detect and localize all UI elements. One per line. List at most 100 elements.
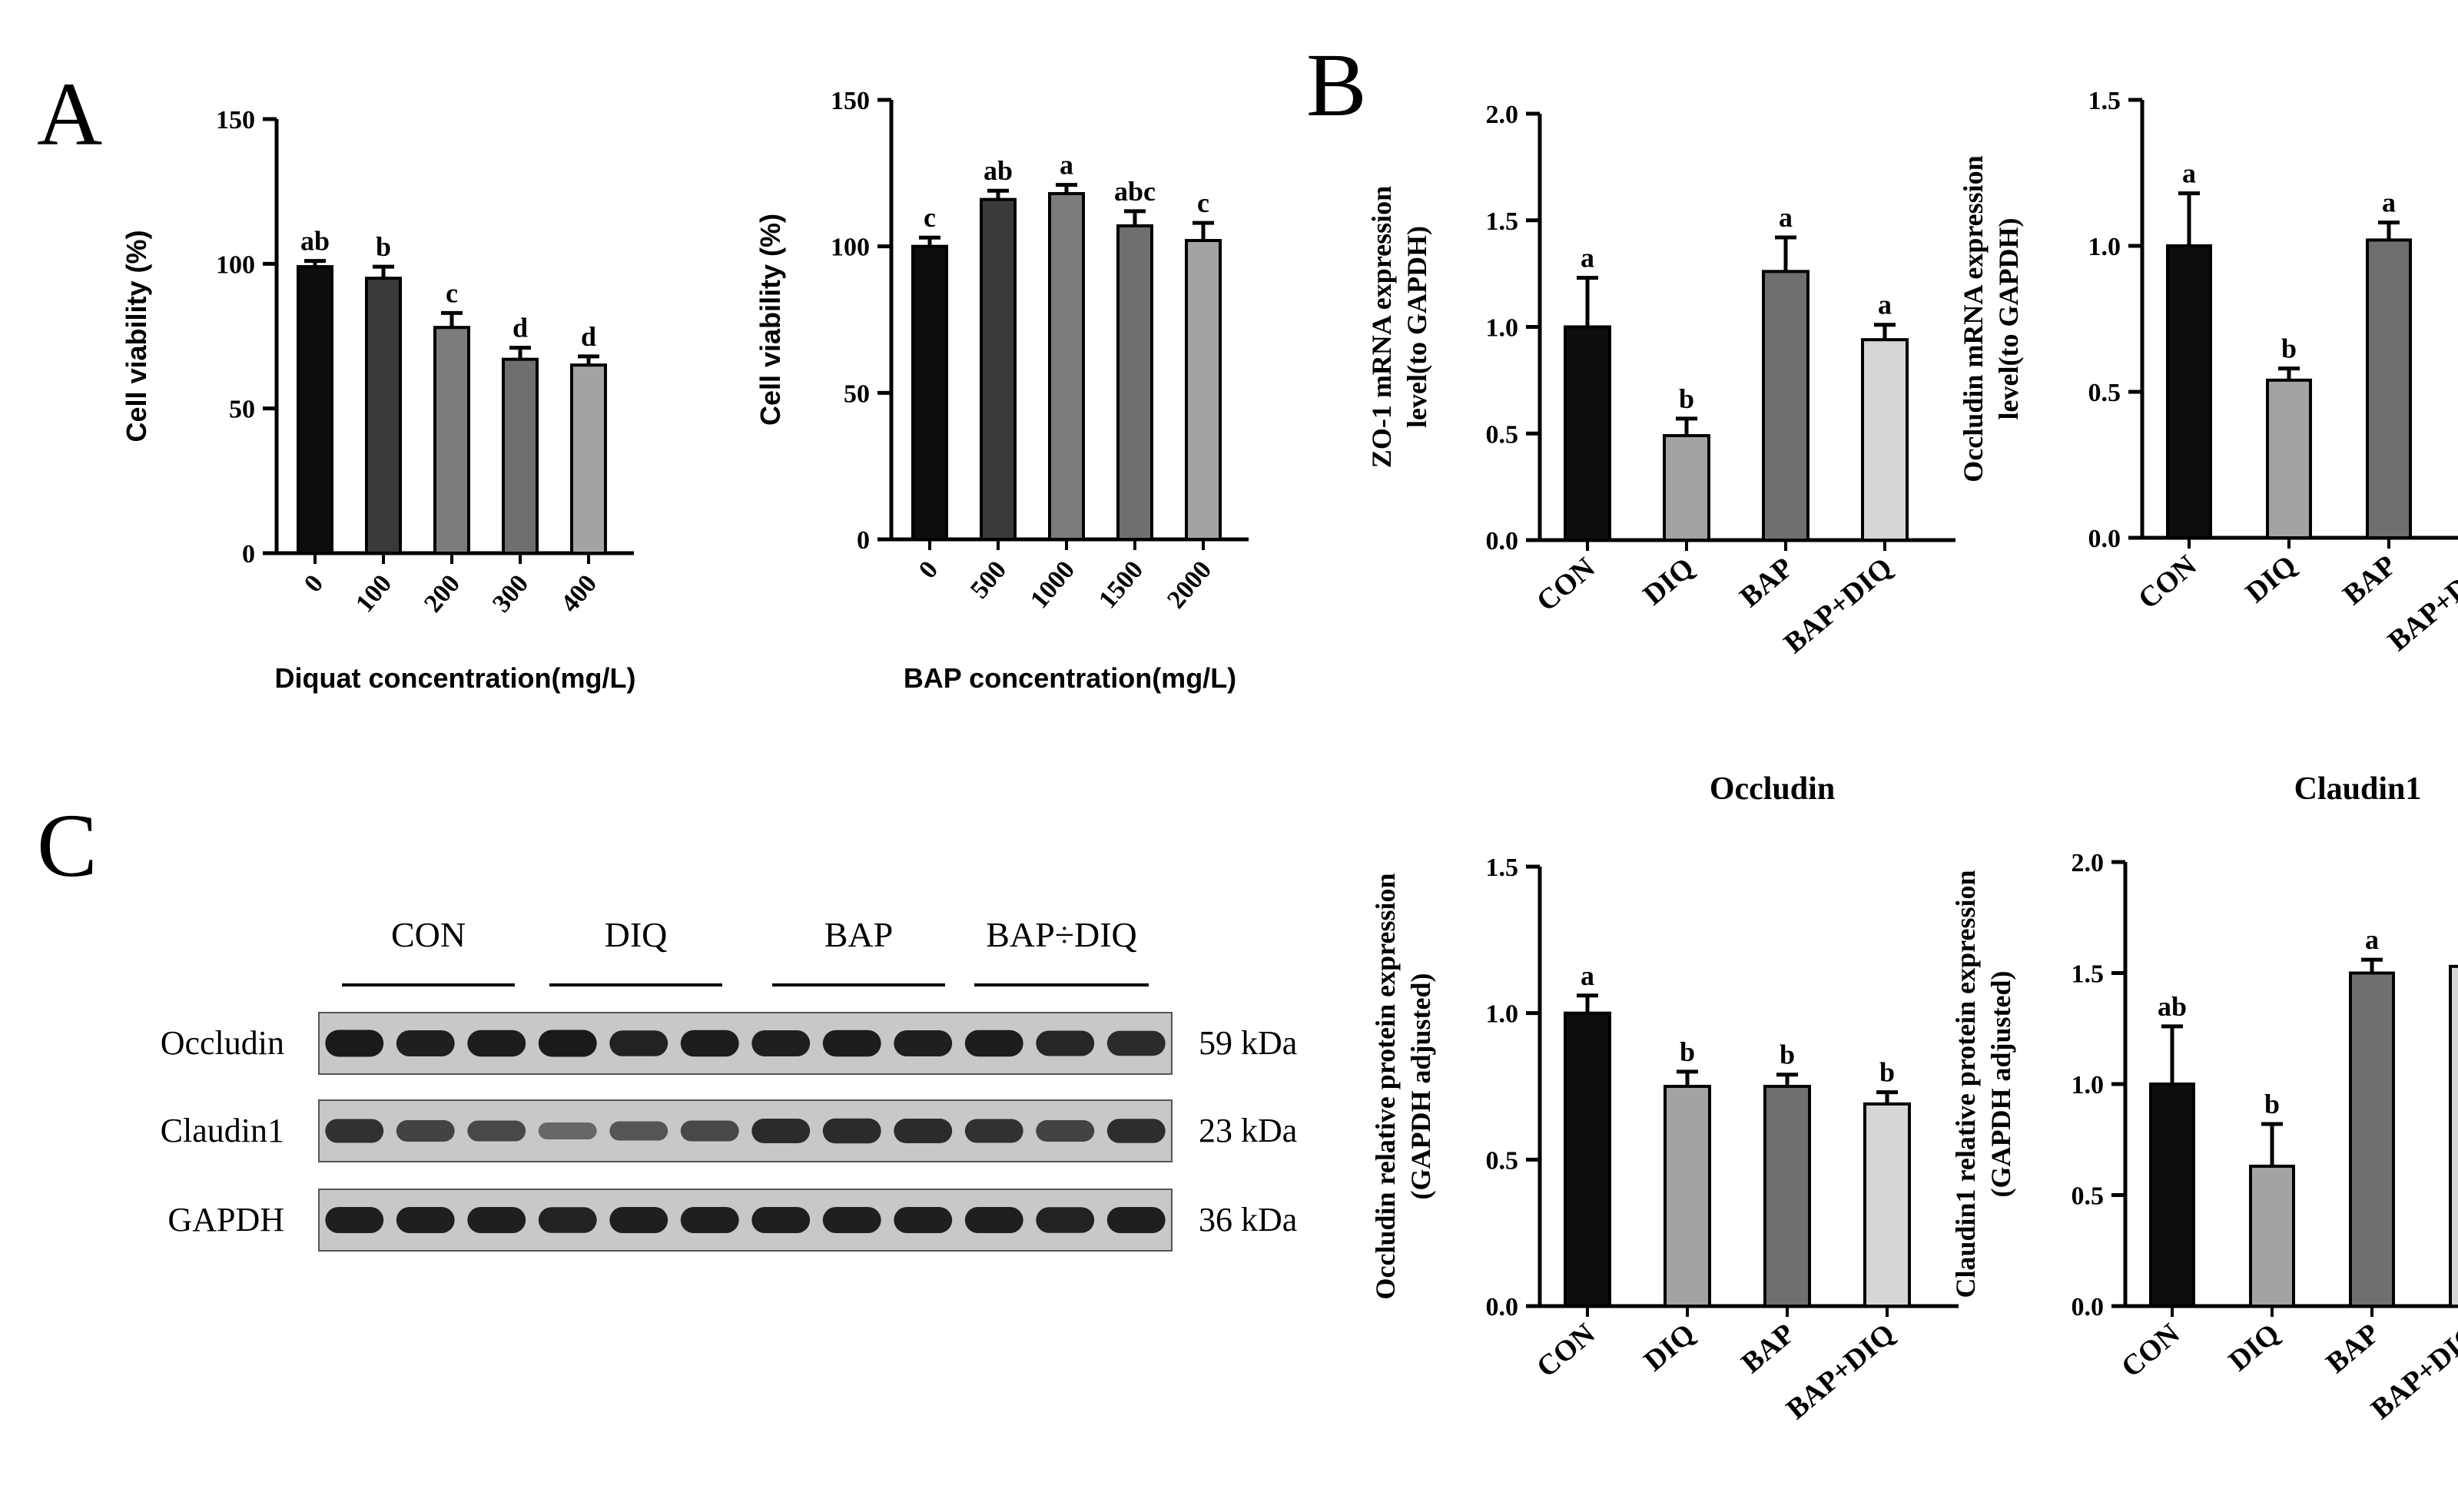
bar [1564,1011,1611,1308]
x-tick-label: CON [1531,1318,1601,1384]
blot-band [467,1120,526,1142]
y-tick-label: 0.5 [1486,420,1519,449]
significance-letter: b [2264,1089,2280,1119]
blot-band [325,1119,384,1143]
significance-letter: abc [1114,176,1156,207]
western-blot: CON DIQ BAP BAP÷DIQ Occludin 59 kDa Claudin1 23… [161,915,1297,1252]
blot-band [751,1207,811,1233]
blot-band [1106,1030,1166,1056]
bar [297,265,333,555]
y-axis-label: ZO-1 mRNA expression [1366,186,1397,468]
significance-letter: d [512,313,528,343]
x-tick-label: 1500 [1093,555,1149,614]
panel-label-a: A [37,64,102,164]
panel-label-c: C [37,795,98,896]
panel-label-b: B [1306,35,1367,135]
blot-band [964,1119,1023,1143]
chart-occludin-protein: 0.0 0.5 1.0 1.5 a CON b DIQ b BAP b BAP+DIQ Occludin… [1370,771,1959,1426]
blot-band [1036,1207,1095,1233]
blot-group-label: BAP [824,915,893,954]
y-tick-label: 100 [216,250,255,279]
blot-band [538,1207,597,1233]
blot-protein-label: Claudin1 [161,1112,284,1149]
y-tick-label: 0.5 [1486,1146,1519,1175]
y-axis-label: (GAPDH adjusted) [1985,971,2016,1198]
blot-group-label: BAP÷DIQ [986,915,1137,954]
significance-letter: ab [300,226,330,257]
blot-band [467,1030,526,1057]
x-axis-label: Diquat concentration(mg/L) [275,662,636,694]
chart-diquat-viability: 0 50 100 150 ab 0 b 100 c 200 d 300 d 400 Cell viabili… [121,106,636,694]
y-tick-label: 2.0 [1486,101,1519,129]
blot-band [396,1207,455,1233]
significance-letter: b [1679,383,1694,414]
y-tick-label: 0 [242,540,255,569]
significance-letter: b [2281,333,2297,364]
significance-letter: ab [984,155,1013,186]
blot-strip [318,1012,1173,1075]
blot-size-label: 23 kDa [1199,1112,1297,1149]
bar [2366,238,2412,539]
y-tick-label: 1.0 [1486,314,1519,343]
y-tick-label: 50 [844,380,870,408]
bar [1663,434,1710,542]
blot-band [751,1030,811,1056]
bar [980,197,1017,541]
x-tick-label: 400 [556,569,602,618]
bar [1185,239,1222,541]
significance-letter: a [1581,243,1594,274]
x-tick-label: 300 [487,569,534,618]
blot-band [1036,1120,1095,1142]
blot-band [1106,1119,1166,1143]
x-tick-label: 2000 [1162,555,1217,614]
x-axis-label: BAP concentration(mg/L) [904,662,1236,694]
y-tick-label: 50 [229,396,255,424]
significance-letter: b [1780,1040,1795,1070]
y-tick-label: 0.0 [2072,1293,2105,1321]
blot-band [538,1030,597,1057]
bar [2349,971,2395,1308]
bar [502,357,539,555]
blot-group-label: DIQ [605,915,668,954]
chart-zo1-mrna: 0.0 0.5 1.0 1.5 2.0 a CON b DIQ a BAP a BAP+DIQ ZO-1 … [1366,101,1955,660]
x-tick-label: BAP [1736,1318,1801,1380]
y-tick-label: 150 [831,87,870,115]
y-axis-label: Claudin1 relative protein expression [1950,870,1981,1298]
blot-band [1036,1030,1095,1056]
y-tick-label: 0.0 [1486,527,1519,555]
x-tick-label: 0 [914,555,944,584]
x-tick-label: BAP [1734,552,1800,614]
bar [2149,1083,2195,1308]
bar [365,277,402,555]
y-tick-label: 1.0 [1486,1000,1519,1029]
significance-letter: b [376,231,391,262]
blot-band [680,1120,739,1142]
significance-letter: a [1581,960,1594,991]
blot-strip [318,1099,1173,1162]
y-axis-label: Cell viability (%) [121,230,152,442]
x-tick-label: CON [2115,1318,2186,1384]
bar [2449,964,2458,1308]
y-tick-label: 1.5 [2088,87,2121,115]
significance-letter: d [581,321,596,352]
bar [2266,378,2312,539]
bar [570,363,607,555]
significance-letter: c [1197,187,1209,218]
y-tick-label: 1.0 [2088,233,2121,261]
blot-band [822,1207,881,1233]
chart-occludin-mrna: 0.00.51.01.5aCONbDIQaBAPbBAP+DIQOccludin… [1958,87,2458,658]
blot-strip [318,1189,1173,1252]
y-tick-label: 1.5 [1486,207,1519,236]
y-tick-label: 100 [831,234,870,262]
y-axis-label: Occludin mRNA expression [1958,155,1989,482]
bar [433,326,470,555]
blot-protein-label: Occludin [161,1024,284,1062]
blot-band [396,1030,455,1056]
blot-band [894,1119,953,1143]
x-tick-label: CON [1531,552,1601,618]
blot-band [325,1207,384,1233]
chart-claudin1-protein: 0.00.51.01.52.0abCONbDIQaBAPaBAP+DIQClau… [1950,771,2458,1426]
x-tick-label: 1000 [1025,555,1080,614]
y-axis-label: Cell viability (%) [755,214,786,426]
